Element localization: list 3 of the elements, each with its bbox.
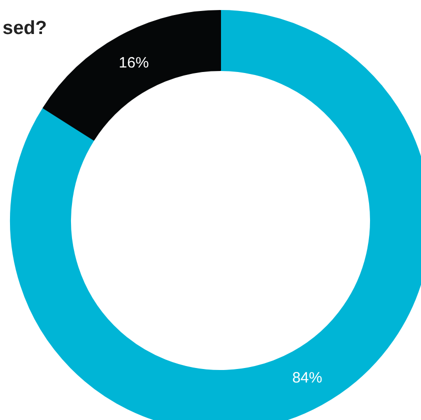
chart-title: sed? [2, 18, 47, 39]
data-label: 84% [292, 370, 322, 387]
data-label: 16% [118, 54, 149, 72]
